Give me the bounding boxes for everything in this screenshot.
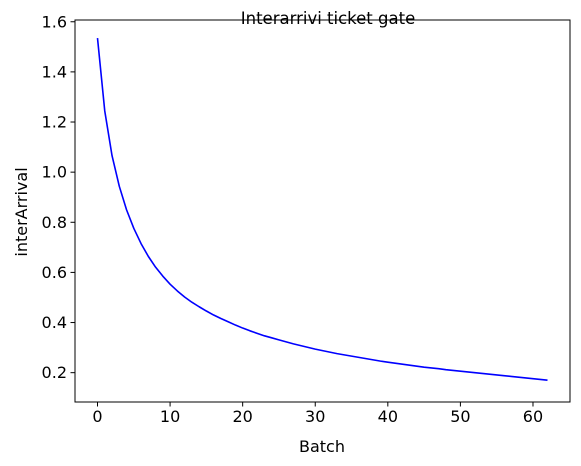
chart-title: Interarrivi ticket gate: [241, 9, 415, 28]
y-tick-label: 1.0: [42, 163, 67, 182]
y-tick-label: 1.2: [42, 113, 67, 132]
y-tick-label: 0.6: [42, 263, 67, 282]
y-tick-label: 1.4: [42, 62, 67, 81]
x-axis-title: Batch: [299, 437, 345, 456]
x-tick-label: 20: [232, 407, 252, 426]
x-axis: 0 10 20 30 40 50 60: [92, 402, 543, 426]
y-tick-label: 0.4: [42, 313, 67, 332]
series-line-0: [96, 37, 548, 381]
plot-frame: [74, 19, 571, 403]
y-axis-title: interArrival: [12, 167, 31, 256]
x-tick-label: 60: [523, 407, 543, 426]
x-tick-label: 10: [160, 407, 180, 426]
x-tick-label: 30: [305, 407, 325, 426]
x-tick-label: 50: [450, 407, 470, 426]
y-tick-label: 0.8: [42, 213, 67, 232]
y-tick-label: 0.2: [42, 363, 67, 382]
y-axis: 0.2 0.4 0.6 0.8 1.0 1.2 1.4 1.6: [42, 12, 75, 382]
x-tick-label: 0: [92, 407, 102, 426]
y-tick-label: 1.6: [42, 12, 67, 31]
x-tick-label: 40: [378, 407, 398, 426]
